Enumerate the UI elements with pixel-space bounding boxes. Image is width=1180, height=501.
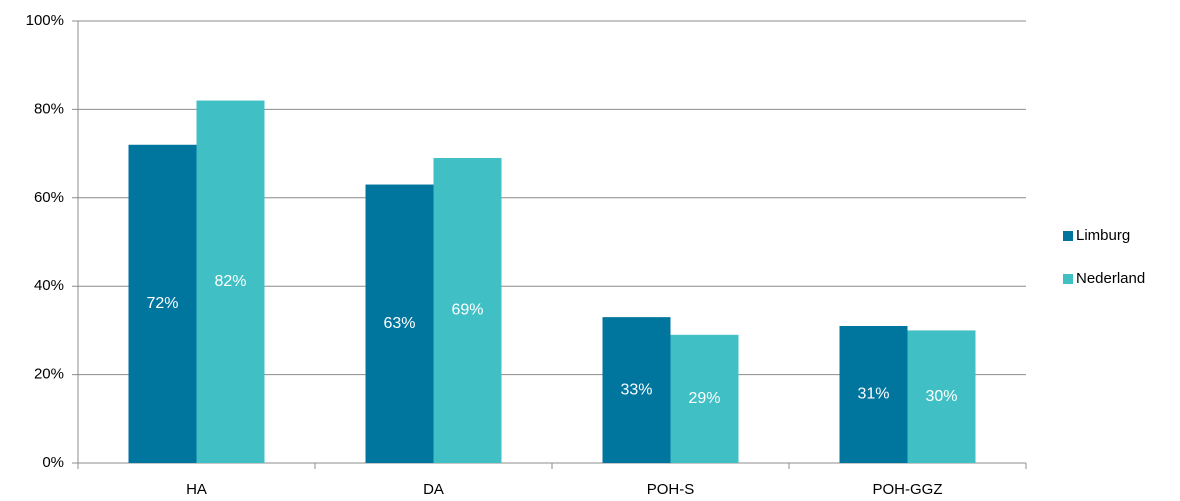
legend-label: Nederland [1076,270,1145,287]
data-label: 31% [857,386,889,403]
bar [602,317,671,463]
data-label: 29% [688,390,720,407]
x-tick-label: POH-S [647,481,695,498]
y-tick-label: 20% [34,366,64,383]
bar [907,330,976,463]
legend-swatch [1063,231,1073,241]
legend-swatch [1063,274,1073,284]
data-label: 33% [620,381,652,398]
data-label: 82% [214,273,246,290]
data-label: 30% [925,388,957,405]
y-tick-label: 0% [42,454,64,471]
bar [670,334,739,463]
bar [839,325,908,463]
x-tick-label: HA [186,481,207,498]
data-label: 72% [146,295,178,312]
y-tick-label: 80% [34,100,64,117]
bar [433,158,502,463]
bar [128,144,197,463]
y-tick-label: 40% [34,277,64,294]
data-label: 69% [451,302,483,319]
bar [196,100,265,463]
x-tick-label: DA [423,481,444,498]
y-tick-label: 100% [26,12,64,29]
data-label: 63% [383,315,415,332]
legend-label: Limburg [1076,227,1130,244]
x-tick-label: POH-GGZ [873,481,943,498]
y-tick-label: 60% [34,189,64,206]
bar [365,184,434,464]
